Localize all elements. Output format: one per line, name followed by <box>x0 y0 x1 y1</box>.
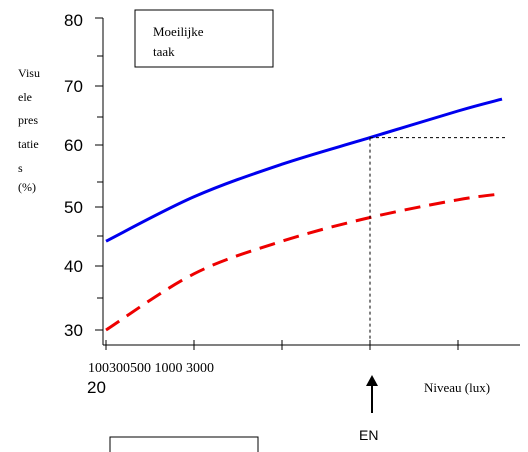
y-axis-label-line: (%) <box>18 180 36 194</box>
y-tick-label: 50 <box>64 198 83 217</box>
arrow-head-icon <box>366 375 378 386</box>
y-axis-ticks: 20 30 40 50 60 70 80 <box>64 11 106 397</box>
series-group <box>105 97 503 332</box>
y-tick-label: 80 <box>64 11 83 30</box>
y-axis-label-line: ele <box>18 90 32 104</box>
reference-arrow <box>366 375 378 413</box>
y-axis-label-line: Visu <box>18 66 40 80</box>
y-tick-label: 20 <box>87 378 106 397</box>
reference-marker-label: EN <box>359 427 378 443</box>
y-axis-label-line: tatie <box>18 137 39 151</box>
bottom-box-fragment <box>109 436 259 452</box>
series-line-2 <box>105 192 503 332</box>
y-tick-label: 70 <box>64 77 83 96</box>
chart-title-line-2: taak <box>153 44 175 59</box>
title-box <box>134 9 274 68</box>
y-axis-label-line: pres <box>18 113 38 127</box>
x-tick-labels: 100300500 1000 3000 <box>88 361 214 376</box>
y-axis-label-line: s <box>18 161 23 175</box>
y-tick-label: 40 <box>64 257 83 276</box>
reference-lines <box>369 137 505 345</box>
y-tick-label: 30 <box>64 321 83 340</box>
series-line-1 <box>105 97 503 243</box>
chart-title-line-1: Moeilijke <box>153 24 204 39</box>
y-axis-label: Visu ele pres tatie s (%) <box>18 66 40 194</box>
y-tick-label: 60 <box>64 136 83 155</box>
x-axis-label: Niveau (lux) <box>424 380 490 395</box>
